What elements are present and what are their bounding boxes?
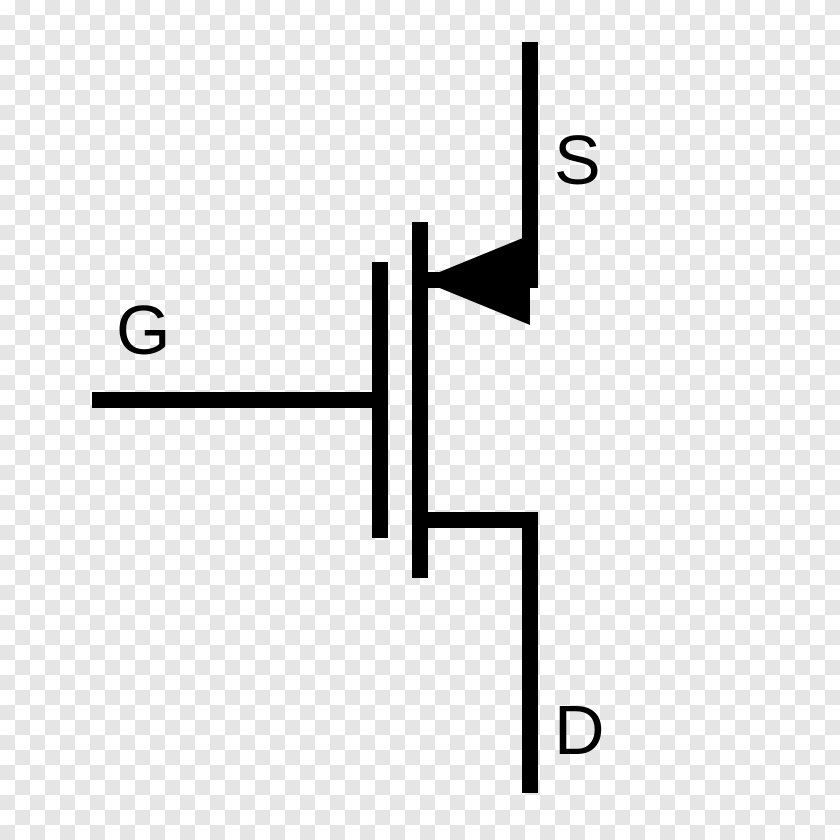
drain-label: D bbox=[554, 690, 605, 770]
schematic-lines bbox=[100, 50, 530, 785]
gate-label: G bbox=[116, 290, 170, 370]
mosfet-schematic bbox=[0, 0, 840, 840]
source-label: S bbox=[554, 120, 601, 200]
channel-arrow-icon bbox=[420, 235, 530, 325]
